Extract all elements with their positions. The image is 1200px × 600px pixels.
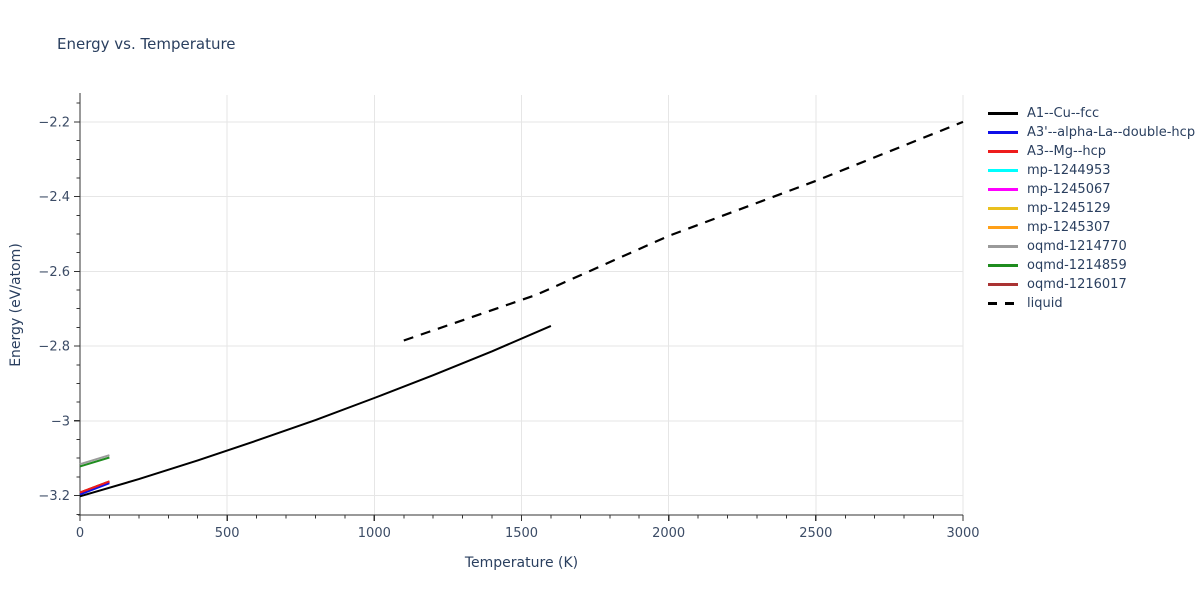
legend-line-swatch: [988, 283, 1018, 286]
legend-line-swatch: [988, 245, 1018, 248]
y-axis-title: Energy (eV/atom): [8, 243, 24, 367]
legend-line-swatch: [988, 131, 1018, 134]
y-tick-label: −2.4: [38, 190, 70, 205]
legend-line-swatch: [988, 112, 1018, 115]
legend-label: A3'--alpha-La--double-hcp: [1027, 125, 1196, 140]
legend-label: liquid: [1027, 296, 1063, 311]
y-tick-label: −2.8: [38, 340, 70, 355]
legend-item-liquid[interactable]: liquid: [988, 294, 1195, 313]
legend-label: oqmd-1214859: [1027, 258, 1127, 273]
legend-item-mp-1245067[interactable]: mp-1245067: [988, 180, 1195, 199]
legend-item-mp-1245307[interactable]: mp-1245307: [988, 218, 1195, 237]
series-line-a3-mg-hcp: [79, 480, 110, 494]
legend-item-mp-1245129[interactable]: mp-1245129: [988, 199, 1195, 218]
series-line-a1-cu-fcc: [79, 324, 552, 498]
legend-item-oqmd-1216017[interactable]: oqmd-1216017: [988, 275, 1195, 294]
legend-line-swatch: [988, 188, 1018, 191]
legend-line-swatch: [988, 264, 1018, 267]
x-tick-label: 500: [215, 526, 240, 541]
y-tick-label: −3: [51, 414, 70, 429]
legend-line-swatch: [988, 226, 1018, 229]
legend-label: mp-1245129: [1027, 201, 1111, 216]
x-tick-label: 0: [76, 526, 84, 541]
legend-line-swatch: [988, 169, 1018, 172]
legend-item-a1-cu-fcc[interactable]: A1--Cu--fcc: [988, 104, 1195, 123]
legend-dashed-swatch: [988, 302, 1018, 305]
legend-line-swatch: [988, 207, 1018, 210]
legend-label: mp-1245067: [1027, 182, 1111, 197]
legend-item-oqmd-1214859[interactable]: oqmd-1214859: [988, 256, 1195, 275]
x-tick-label: 2000: [652, 526, 685, 541]
legend-label: mp-1245307: [1027, 220, 1111, 235]
legend: A1--Cu--fcc A3'--alpha-La--double-hcp A3--…: [988, 104, 1195, 313]
legend-item-a3-alpha-la-double-hcp[interactable]: A3'--alpha-La--double-hcp: [988, 123, 1195, 142]
legend-item-oqmd-1214770[interactable]: oqmd-1214770: [988, 237, 1195, 256]
legend-label: mp-1244953: [1027, 163, 1111, 178]
legend-label: A1--Cu--fcc: [1027, 106, 1100, 121]
chart-title: Energy vs. Temperature: [57, 35, 236, 53]
legend-label: A3--Mg--hcp: [1027, 144, 1107, 159]
series-line-oqmd-1214770: [79, 454, 110, 466]
legend-item-a3-mg-hcp[interactable]: A3--Mg--hcp: [988, 142, 1195, 161]
series-line-oqmd-1214859: [79, 456, 110, 468]
series-line-a3-alpha-la-double-hcp: [79, 482, 110, 496]
x-tick-label: 2500: [799, 526, 832, 541]
legend-label: oqmd-1214770: [1027, 239, 1127, 254]
legend-label: oqmd-1216017: [1027, 277, 1127, 292]
x-tick-label: 3000: [946, 526, 979, 541]
series-line-liquid: [403, 120, 964, 342]
x-axis-title: Temperature (K): [464, 555, 579, 571]
y-tick-label: −2.2: [38, 115, 70, 130]
x-tick-label: 1500: [505, 526, 538, 541]
legend-item-mp-1244953[interactable]: mp-1244953: [988, 161, 1195, 180]
y-tick-label: −2.6: [38, 265, 70, 280]
x-tick-label: 1000: [358, 526, 391, 541]
legend-line-swatch: [988, 150, 1018, 153]
y-tick-label: −3.2: [38, 489, 70, 504]
